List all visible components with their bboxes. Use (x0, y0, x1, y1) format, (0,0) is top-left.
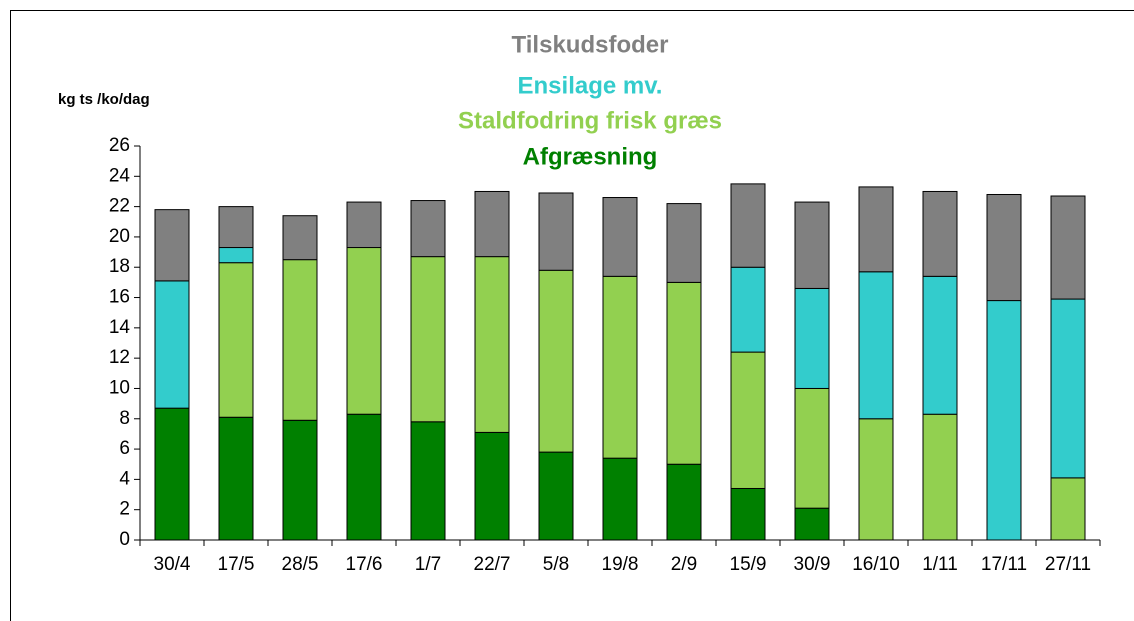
y-tick-label: 8 (119, 408, 130, 429)
bar-segment (538, 451, 574, 541)
bar-segment (282, 419, 318, 541)
y-tick-label: 14 (109, 317, 131, 338)
bar-segment (282, 215, 318, 261)
y-tick-label: 12 (109, 347, 130, 368)
bar-segment (1050, 195, 1086, 300)
bar-segment (666, 281, 702, 465)
bar-segment (858, 271, 894, 420)
x-tick-label: 16/10 (852, 554, 900, 575)
bar-segment (602, 275, 638, 459)
x-tick-label: 30/9 (794, 554, 831, 575)
bar-segment (410, 200, 446, 258)
bar-segment (282, 259, 318, 421)
x-tick-label: 28/5 (282, 554, 319, 575)
bar-segment (218, 416, 254, 541)
legend-entry: Afgræsning (523, 143, 658, 170)
bar-segment (218, 247, 254, 264)
bar-segment (1050, 477, 1086, 541)
bar-segment (986, 300, 1022, 541)
bar-segment (154, 280, 190, 409)
x-tick-label: 1/11 (922, 554, 958, 575)
x-tick-label: 22/7 (474, 554, 511, 575)
bar-segment (666, 463, 702, 541)
y-tick-label: 24 (109, 165, 131, 186)
y-tick-label: 22 (109, 196, 130, 217)
bar-segment (794, 287, 830, 389)
x-tick-label: 5/8 (543, 554, 569, 575)
bar-segment (218, 206, 254, 249)
y-tick-label: 2 (119, 499, 130, 520)
x-tick-label: 19/8 (602, 554, 639, 575)
bar-segment (346, 201, 382, 249)
bar-segment (154, 407, 190, 541)
bar-segment (538, 192, 574, 271)
x-tick-label: 17/11 (981, 554, 1027, 575)
bar-segment (602, 197, 638, 277)
bar-segment (730, 183, 766, 268)
bar-segment (474, 256, 510, 433)
x-tick-label: 27/11 (1045, 554, 1091, 575)
bar-segment (666, 203, 702, 283)
y-tick-label: 16 (109, 287, 130, 308)
x-tick-label: 17/5 (218, 554, 255, 575)
y-tick-label: 18 (109, 256, 130, 277)
bar-segment (922, 190, 958, 277)
x-tick-label: 15/9 (730, 554, 767, 575)
bar-segment (986, 193, 1022, 302)
bar-segment (346, 247, 382, 415)
y-tick-label: 10 (109, 377, 130, 398)
y-tick-label: 4 (119, 468, 130, 489)
bar-segment (730, 266, 766, 353)
bar-segment (410, 256, 446, 423)
y-axis-label: kg ts /ko/dag (58, 91, 150, 108)
legend-entry: Tilskudsfoder (512, 31, 669, 58)
bar-segment (794, 507, 830, 541)
y-tick-label: 26 (109, 135, 130, 156)
bar-segment (858, 186, 894, 273)
y-tick-label: 0 (119, 529, 130, 550)
x-tick-label: 2/9 (671, 554, 697, 575)
chart-frame (10, 10, 1134, 621)
bar-segment (410, 421, 446, 541)
bar-segment (922, 413, 958, 541)
x-tick-label: 17/6 (346, 554, 383, 575)
bar-segment (794, 387, 830, 509)
bar-segment (218, 262, 254, 418)
bar-segment (794, 201, 830, 289)
x-tick-label: 30/4 (154, 554, 191, 575)
bar-segment (346, 413, 382, 541)
legend-entry: Staldfodring frisk græs (458, 107, 722, 134)
x-tick-label: 1/7 (415, 554, 441, 575)
bar-segment (730, 487, 766, 541)
bar-segment (154, 209, 190, 282)
bar-segment (538, 269, 574, 453)
bar-segment (922, 275, 958, 415)
bar-segment (474, 431, 510, 541)
y-tick-label: 20 (109, 226, 130, 247)
bar-segment (602, 457, 638, 541)
bar-segment (730, 351, 766, 489)
bar-segment (858, 418, 894, 541)
y-tick-label: 6 (119, 438, 130, 459)
legend-entry: Ensilage mv. (518, 72, 663, 99)
bar-segment (1050, 298, 1086, 479)
bar-segment (474, 190, 510, 258)
